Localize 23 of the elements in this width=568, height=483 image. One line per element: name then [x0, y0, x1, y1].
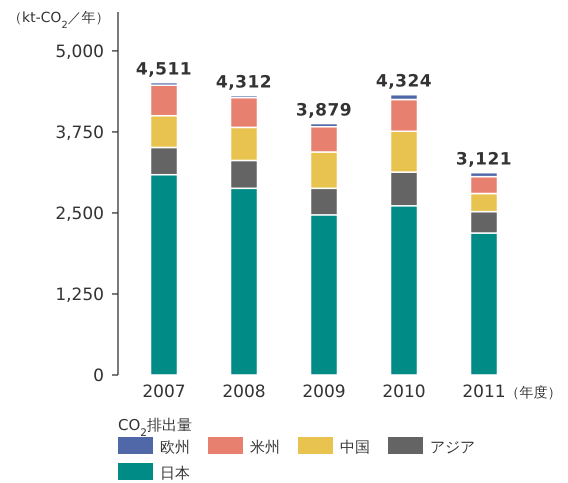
x-tick-label: 2007 [142, 382, 186, 402]
total-label: 3,879 [296, 100, 352, 121]
y-tick-label: 1,250 [55, 284, 104, 305]
total-label: 4,312 [216, 72, 272, 92]
x-tick-label: 2009 [302, 382, 346, 402]
y-axis-title: （kt-CO$_{2}$／年） [8, 10, 110, 30]
legend-label: 中国 [340, 438, 370, 456]
total-label: 3,121 [456, 150, 512, 170]
y-tick-label: 5,000 [55, 42, 104, 62]
legend-label: アジア [430, 438, 475, 456]
x-tick-label: 2010 [382, 382, 426, 402]
x-tick-label: 2008 [222, 382, 266, 402]
legend-label: 日本 [160, 464, 190, 482]
legend-title: CO$_{2}$排出量 [118, 416, 192, 439]
total-label: 4,324 [376, 72, 432, 92]
y-tick-label: 0 [93, 366, 104, 386]
total-label: 4,511 [136, 60, 192, 80]
legend-label: 米州 [250, 438, 280, 456]
x-axis-title: （年度） [506, 385, 562, 401]
x-tick-label: 2011 [462, 382, 506, 402]
y-tick-label: 3,750 [55, 122, 104, 143]
y-tick-label: 2,500 [55, 204, 104, 224]
legend-label: 欧州 [160, 438, 190, 456]
